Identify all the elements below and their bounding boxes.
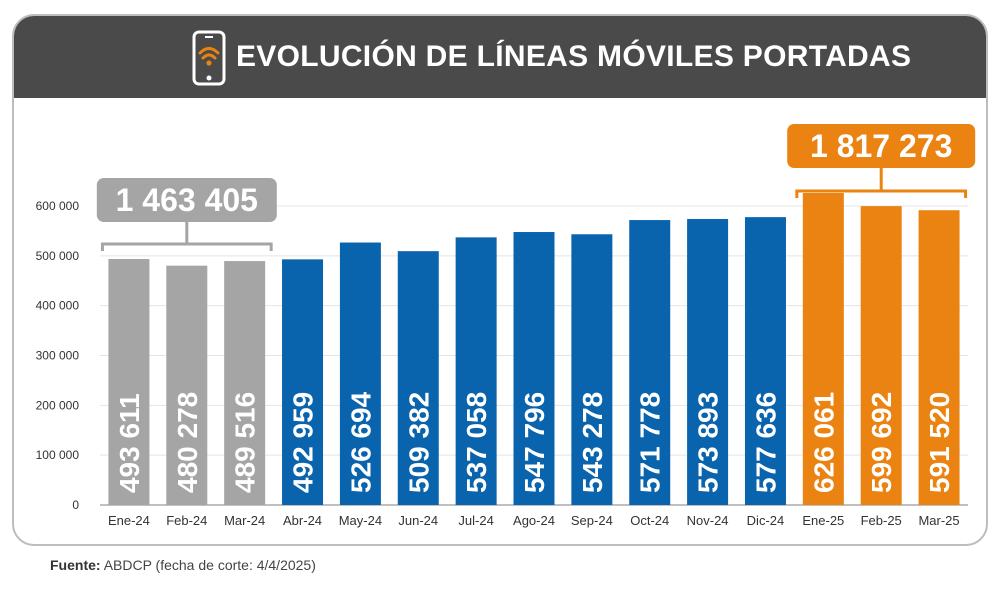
bar-value-label: 492 959 [288,392,319,493]
bracket [100,242,273,251]
title-bar: EVOLUCIÓN DE LÍNEAS MÓVILES PORTADAS [14,16,986,98]
bar [687,219,729,505]
x-tick-label: Feb-24 [166,513,207,528]
bar [860,206,902,505]
y-tick-label: 0 [72,498,79,512]
y-axis: 0 100 000 200 000 300 000 400 000 500 000 600 … [36,199,80,512]
bar-value-label: 480 278 [172,392,203,493]
bar-value-label: 493 611 [114,393,145,493]
smartphone-wifi-icon [192,30,226,86]
y-tick-label: 500 000 [36,249,80,263]
x-tick-label: May-24 [339,513,382,528]
bar-value-label: 599 692 [866,392,897,493]
bars: 493 611 480 278 489 516 492 959 526 694 509 3… [108,193,960,506]
bar-chart: 0 100 000 200 000 300 000 400 000 500 000 600 … [36,124,976,528]
y-tick-label: 400 000 [36,299,80,313]
y-tick-label: 300 000 [36,349,80,363]
bar-value-label: 571 778 [635,392,666,493]
total-label: 1 463 405 [116,182,258,218]
x-tick-label: Abr-24 [283,513,322,528]
bar [282,259,324,505]
bar-value-label: 547 796 [519,392,550,493]
x-tick-label: Mar-25 [918,513,959,528]
bar [513,232,555,505]
x-axis: Ene-24 Feb-24 Mar-24 Abr-24 May-24 Jun-24 Jul-… [108,513,960,528]
x-tick-label: Jul-24 [458,513,493,528]
source-note: Fuente: ABDCP (fecha de corte: 4/4/2025) [50,557,316,573]
bar [802,193,844,505]
bar [455,237,497,506]
x-tick-label: Ene-24 [108,513,150,528]
group-annotations: 1 463 405 1 817 273 [96,124,976,251]
x-tick-label: Nov-24 [687,513,729,528]
bar-value-label: 626 061 [808,392,839,493]
x-tick-label: Ago-24 [513,513,555,528]
bar-value-label: 489 516 [230,392,261,493]
x-tick-label: Mar-24 [224,513,265,528]
x-tick-label: Dic-24 [747,513,785,528]
y-tick-label: 600 000 [36,199,80,213]
source-label: Fuente: [50,557,101,573]
bar-value-label: 573 893 [693,392,724,493]
bar-value-label: 543 278 [577,392,608,493]
y-tick-label: 200 000 [36,398,80,412]
x-tick-label: Oct-24 [630,513,669,528]
source-text: ABDCP (fecha de corte: 4/4/2025) [103,557,316,573]
bar-value-label: 591 520 [924,392,955,493]
bar-value-label: 537 058 [461,392,492,493]
bar-value-label: 526 694 [345,391,376,493]
x-tick-label: Jun-24 [398,513,438,528]
bar-value-label: 577 636 [750,392,781,493]
bar [166,265,208,505]
x-tick-label: Ene-25 [802,513,844,528]
x-tick-label: Sep-24 [571,513,613,528]
x-tick-label: Feb-25 [861,513,902,528]
bar [224,261,266,505]
bar [108,259,150,505]
total-badge [787,124,976,168]
bar [339,242,381,505]
bar [397,251,439,505]
bar-value-label: 509 382 [403,392,434,493]
bar [744,217,786,506]
bar [918,210,960,505]
bar [571,234,613,505]
total-label: 1 817 273 [810,128,952,164]
y-tick-label: 100 000 [36,448,80,462]
chart-title: EVOLUCIÓN DE LÍNEAS MÓVILES PORTADAS [236,40,912,73]
bar [629,220,671,505]
total-badge [96,178,277,222]
